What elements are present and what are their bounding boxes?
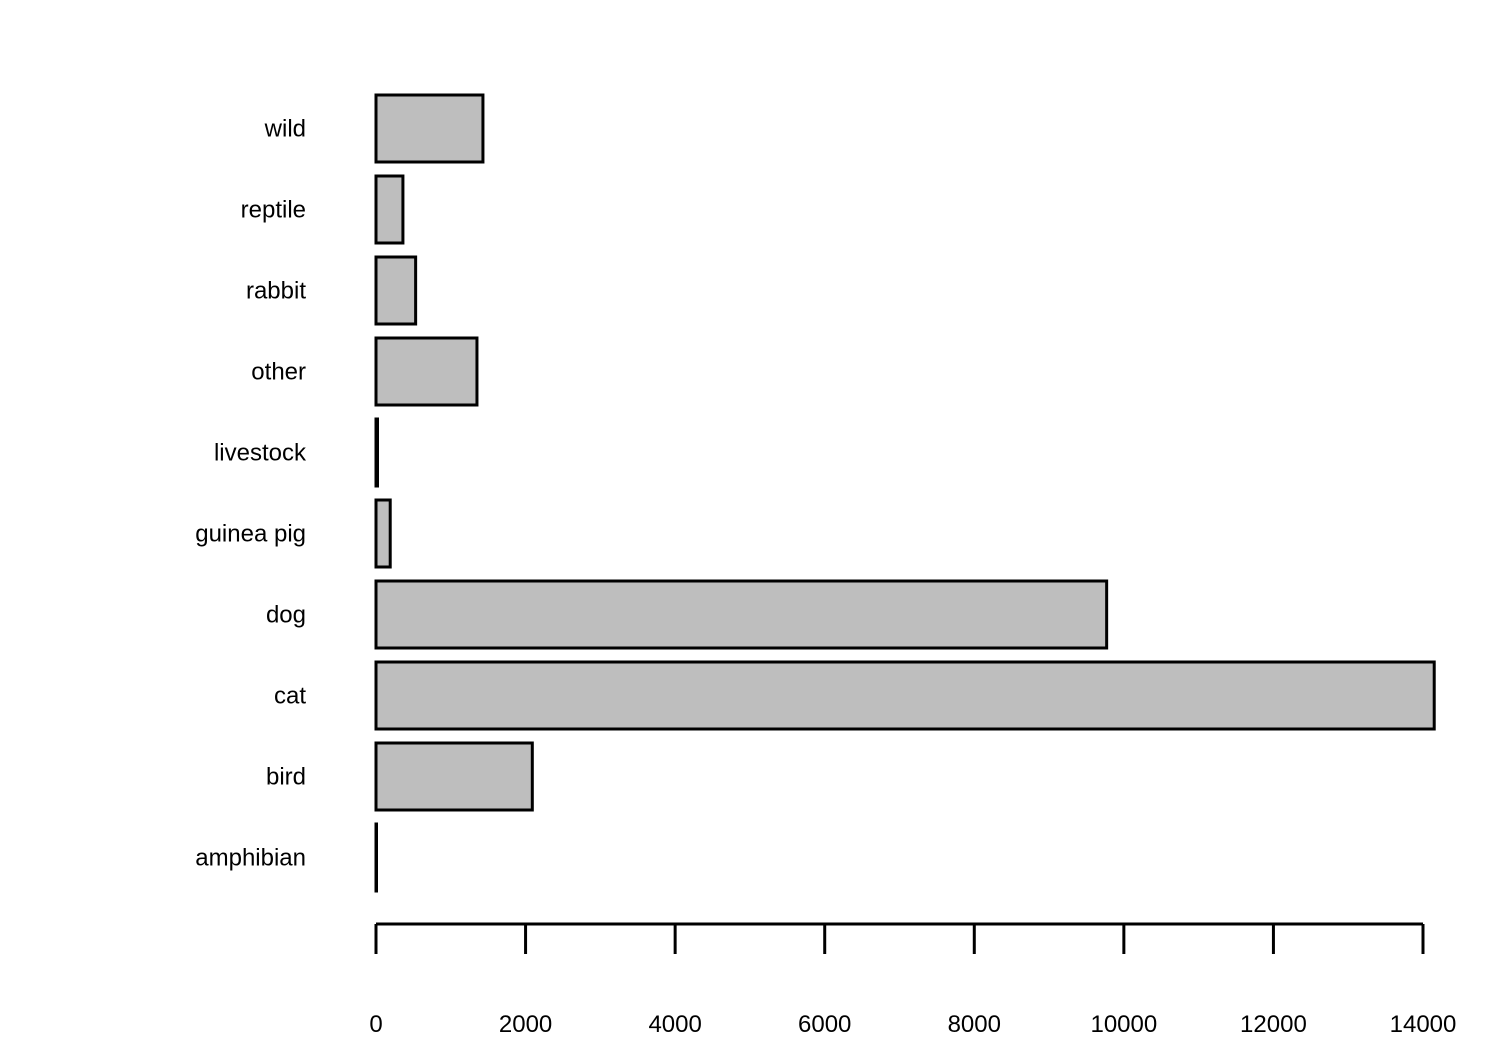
x-tick-label-6000: 6000 [798, 1011, 851, 1038]
x-tick-label-4000: 4000 [648, 1011, 701, 1038]
category-label-wild: wild [264, 116, 306, 143]
category-label-livestock: livestock [214, 440, 307, 467]
x-tick-label-0: 0 [369, 1011, 382, 1038]
category-label-other: other [251, 359, 306, 386]
category-labels: amphibian bird cat dog guinea pig livestock ot… [195, 116, 307, 872]
category-label-cat: cat [274, 683, 306, 710]
x-tick-label-8000: 8000 [948, 1011, 1001, 1038]
bar-reptile [374, 174, 405, 245]
bar-other [374, 336, 479, 407]
bar-bird [374, 741, 534, 812]
bar-guinea-pig [374, 498, 392, 569]
x-tick-label-12000: 12000 [1240, 1011, 1307, 1038]
category-label-guinea-pig: guinea pig [195, 521, 306, 548]
category-label-bird: bird [266, 764, 306, 791]
bar-wild [374, 93, 485, 164]
x-tick-label-2000: 2000 [499, 1011, 552, 1038]
bar-rabbit [374, 255, 418, 326]
bar-amphibian [374, 822, 378, 893]
category-label-dog: dog [266, 602, 306, 629]
category-label-reptile: reptile [241, 197, 306, 224]
x-tick-label-10000: 10000 [1090, 1011, 1157, 1038]
bar-dog [374, 579, 1109, 650]
category-label-amphibian: amphibian [195, 845, 306, 872]
category-label-rabbit: rabbit [246, 278, 306, 305]
bar-livestock [374, 417, 379, 488]
x-axis: 0 2000 4000 6000 8000 10000 12000 14000 [369, 922, 1457, 1038]
bar-cat [374, 660, 1436, 731]
bars-layer [374, 93, 1436, 893]
x-tick-label-14000: 14000 [1390, 1011, 1457, 1038]
